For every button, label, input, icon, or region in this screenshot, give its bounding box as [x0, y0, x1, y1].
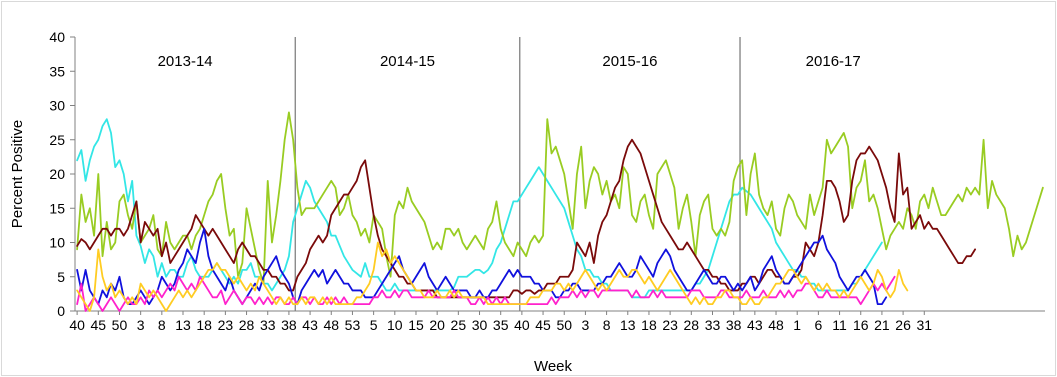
- season-label: 2016-17: [806, 53, 861, 70]
- x-tick-label: 48: [768, 317, 784, 333]
- x-tick-label: 18: [641, 317, 657, 333]
- series-line-6: [76, 241, 909, 312]
- x-tick-label: 8: [603, 317, 611, 333]
- x-tick-label: 28: [684, 317, 700, 333]
- x-tick-label: 31: [916, 317, 932, 333]
- x-tick-label: 38: [281, 317, 297, 333]
- series-line-4: [76, 227, 888, 306]
- y-tick-label: 5: [57, 269, 65, 285]
- x-tick-label: 45: [91, 317, 107, 333]
- season-label: 2014-15: [380, 53, 435, 70]
- season-label: 2015-16: [602, 53, 657, 70]
- x-tick-label: 13: [620, 317, 636, 333]
- x-tick-label: 15: [408, 317, 424, 333]
- x-tick-label: 40: [514, 317, 530, 333]
- x-tick-label: 26: [895, 317, 911, 333]
- y-tick-label: 15: [49, 200, 65, 216]
- x-tick-label: 3: [137, 317, 145, 333]
- x-tick-label: 40: [69, 317, 85, 333]
- x-tick-label: 38: [726, 317, 742, 333]
- x-tick-label: 3: [582, 317, 590, 333]
- x-tick-label: 33: [260, 317, 276, 333]
- x-tick-label: 50: [112, 317, 128, 333]
- y-tick-label: 35: [49, 63, 65, 79]
- x-tick-label: 33: [705, 317, 721, 333]
- x-tick-label: 8: [158, 317, 166, 333]
- x-tick-label: 20: [429, 317, 445, 333]
- x-tick-label: 10: [387, 317, 403, 333]
- series-line-1: [76, 118, 883, 299]
- x-tick-label: 16: [853, 317, 869, 333]
- x-tick-label: 21: [874, 317, 890, 333]
- x-axis-title: Week: [534, 358, 573, 375]
- x-tick-label: 30: [472, 317, 488, 333]
- x-tick-label: 50: [556, 317, 572, 333]
- y-tick-label: 40: [49, 29, 65, 45]
- x-tick-label: 43: [747, 317, 763, 333]
- y-tick-label: 25: [49, 132, 65, 148]
- x-tick-label: 45: [535, 317, 551, 333]
- y-tick-label: 10: [49, 235, 65, 251]
- x-tick-label: 13: [175, 317, 191, 333]
- x-tick-label: 48: [323, 317, 339, 333]
- x-tick-label: 18: [196, 317, 212, 333]
- x-tick-label: 53: [345, 317, 361, 333]
- x-tick-label: 23: [662, 317, 678, 333]
- y-tick-label: 20: [49, 166, 65, 182]
- x-tick-label: 11: [832, 317, 847, 333]
- x-tick-label: 35: [493, 317, 509, 333]
- season-label: 2013-14: [158, 53, 213, 70]
- x-tick-label: 28: [239, 317, 255, 333]
- x-tick-label: 25: [451, 317, 467, 333]
- y-tick-label: 0: [57, 303, 65, 319]
- x-tick-label: 1: [793, 317, 801, 333]
- x-tick-label: 43: [302, 317, 318, 333]
- x-tick-label: 23: [218, 317, 234, 333]
- series-line-3: [76, 138, 977, 299]
- x-tick-label: 6: [814, 317, 822, 333]
- x-tick-label: 5: [370, 317, 378, 333]
- y-tick-label: 30: [49, 98, 65, 114]
- y-axis-title: Percent Positive: [9, 120, 26, 228]
